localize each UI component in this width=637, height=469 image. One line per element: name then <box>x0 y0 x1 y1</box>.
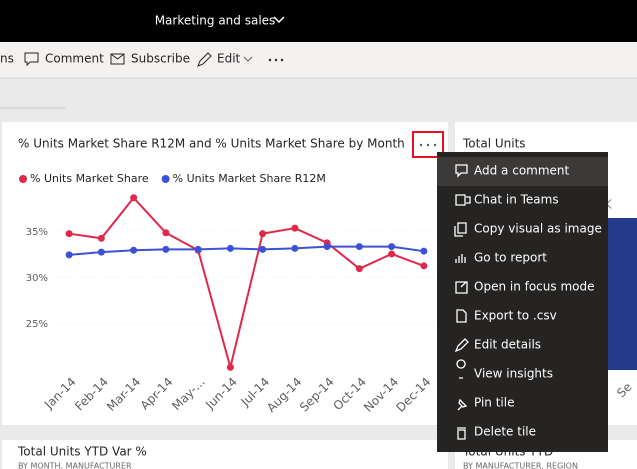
data-point <box>355 265 363 273</box>
data-point <box>323 243 331 251</box>
data-point <box>259 245 267 253</box>
menu-item[interactable]: Go to report <box>474 251 547 265</box>
y-tick-label: 25% <box>26 319 48 330</box>
menu-item[interactable]: Chat in Teams <box>474 193 559 207</box>
context-menu: Add a comment Chat in Teams Copy visual as… <box>437 152 608 452</box>
data-point <box>97 248 105 256</box>
header-bar <box>0 0 637 42</box>
menu-icon[interactable] <box>456 309 467 323</box>
menu-icon[interactable] <box>457 398 468 411</box>
menu-icon[interactable] <box>454 222 467 237</box>
tile-title: Total Units YTD Var % <box>17 445 147 459</box>
data-point <box>291 244 299 252</box>
toolbar-item[interactable]: Subscribe <box>131 52 190 66</box>
toolbar <box>0 42 637 78</box>
title-chevron[interactable] <box>273 16 285 24</box>
y-tick-label: 35% <box>26 227 48 238</box>
data-point <box>226 363 234 371</box>
menu-item[interactable]: Delete tile <box>474 425 536 439</box>
legend-label: % Units Market Share R12M <box>173 172 326 185</box>
menu-icon[interactable] <box>457 427 466 440</box>
data-point <box>65 251 73 259</box>
data-point <box>355 243 363 251</box>
series-line <box>68 196 425 372</box>
more-options-button[interactable] <box>419 143 437 147</box>
data-point <box>420 247 428 255</box>
menu-icon[interactable] <box>455 164 468 178</box>
partial-bar <box>608 218 637 370</box>
data-point <box>388 250 396 258</box>
data-point <box>259 230 267 238</box>
menu-icon[interactable] <box>455 281 468 294</box>
legend-label: % Units Market Share <box>30 172 149 185</box>
menu-item[interactable]: Edit details <box>474 338 541 352</box>
data-point <box>420 262 428 270</box>
edit-chevron[interactable] <box>243 56 253 62</box>
bottom-tile[interactable] <box>2 440 448 469</box>
more-options-highlight <box>412 131 444 158</box>
tile-subtitle: BY MONTH, MANUFACTURER <box>18 462 132 469</box>
data-point <box>194 245 202 253</box>
menu-icon[interactable] <box>455 254 466 263</box>
data-point <box>130 246 138 254</box>
data-point <box>65 230 73 238</box>
menu-icon[interactable] <box>455 194 471 206</box>
legend-marker <box>19 175 27 183</box>
data-point <box>226 244 234 252</box>
chart-title: % Units Market Share R12M and % Units Ma… <box>18 137 405 151</box>
toolbar-item[interactable]: Edit <box>217 52 241 66</box>
subscribe-icon[interactable] <box>110 53 125 65</box>
menu-item[interactable]: Add a comment <box>474 164 570 178</box>
menu-icon[interactable] <box>454 338 469 353</box>
chart-tile[interactable] <box>2 122 448 425</box>
data-point <box>130 194 138 202</box>
menu-item[interactable]: Pin tile <box>474 396 514 410</box>
menu-item[interactable]: Copy visual as image <box>474 222 602 236</box>
partial-label: K <box>604 198 613 212</box>
toolbar-item[interactable]: Comment <box>45 52 104 66</box>
data-point <box>291 224 299 232</box>
data-point <box>388 243 396 251</box>
y-tick-label: 30% <box>26 273 48 284</box>
more-icon[interactable] <box>268 58 284 62</box>
series-line <box>69 245 425 256</box>
comment-icon[interactable] <box>24 52 39 67</box>
report-title[interactable]: Marketing and sales <box>155 14 276 28</box>
menu-item[interactable]: View insights <box>474 367 553 381</box>
edit-icon[interactable] <box>197 52 212 67</box>
tile-title: Total Units <box>462 137 526 151</box>
menu-icon[interactable] <box>456 359 466 379</box>
tile-subtitle: BY MANUFACTURER, REGION <box>463 462 578 469</box>
menu-item[interactable]: Open in focus mode <box>474 280 595 294</box>
data-point <box>97 234 105 242</box>
data-point <box>162 245 170 253</box>
menu-hover <box>437 157 608 186</box>
menu-item[interactable]: Export to .csv <box>474 309 557 323</box>
data-point <box>162 229 170 237</box>
toolbar-item[interactable]: ns <box>0 52 14 66</box>
legend-marker <box>161 175 170 183</box>
